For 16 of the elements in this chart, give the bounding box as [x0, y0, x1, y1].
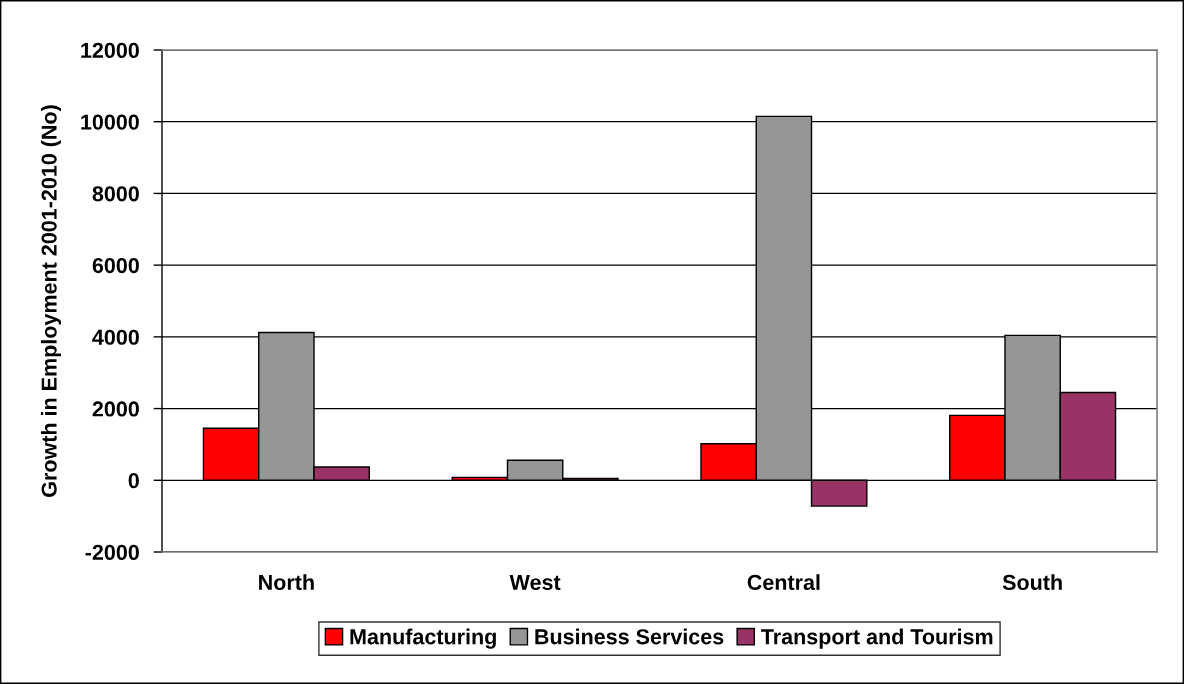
- y-tick-label: 2000: [92, 401, 139, 417]
- x-tick-label: Central: [747, 574, 820, 591]
- x-tick-label: West: [509, 575, 561, 591]
- legend-label: Manufacturing: [350, 628, 496, 649]
- y-tick-label: 6000: [92, 257, 139, 274]
- legend-label: Business Services: [535, 628, 724, 645]
- y-tick-label: 12000: [81, 42, 139, 59]
- y-axis-title: Growth in Employment 2001-2010 (No): [40, 105, 62, 497]
- y-tick-label: 10000: [81, 114, 139, 130]
- y-tick-label: -2000: [85, 544, 139, 561]
- y-tick-label: 0: [128, 473, 139, 489]
- x-tick-label: South: [1002, 574, 1062, 591]
- y-tick-label: 8000: [92, 186, 139, 202]
- x-tick-label: North: [259, 574, 314, 591]
- y-tick-label: 4000: [92, 329, 139, 345]
- legend-label: Transport and Tourism: [761, 628, 993, 649]
